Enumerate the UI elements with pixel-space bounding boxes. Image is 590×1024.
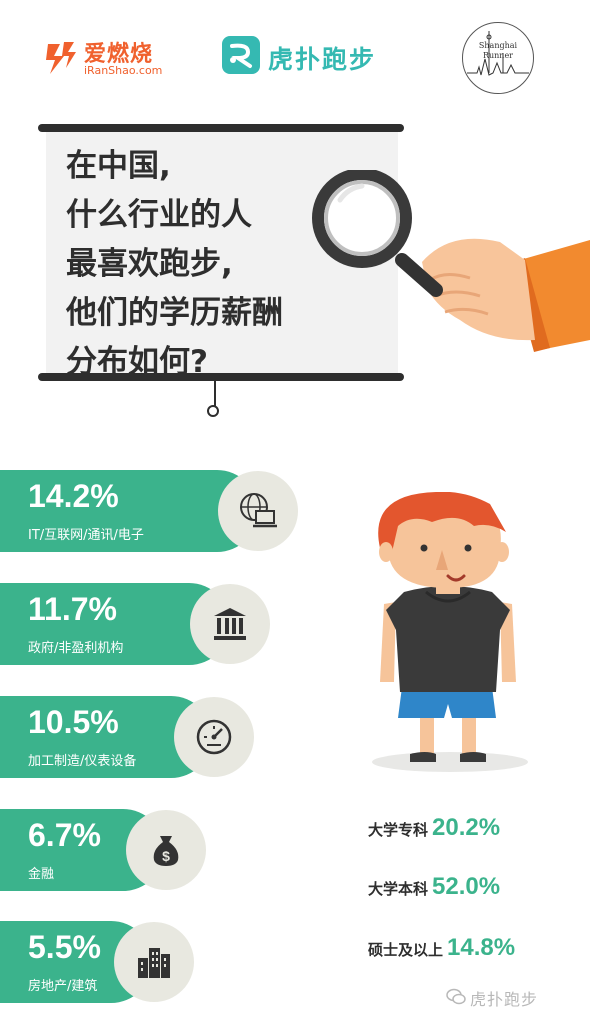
industry-label: 金融 bbox=[28, 867, 55, 882]
education-label: 硕士及以上 bbox=[368, 941, 444, 959]
education-label: 大学本科 bbox=[368, 880, 429, 898]
hupu-running-logo: 虎扑跑步 bbox=[222, 36, 392, 80]
skyline-icon bbox=[467, 31, 529, 76]
education-value: 52.0% bbox=[432, 873, 501, 900]
city-buildings-icon bbox=[138, 948, 170, 978]
board-pull-ring bbox=[207, 405, 219, 417]
industry-icon-circle bbox=[190, 584, 270, 664]
government-building-icon bbox=[214, 608, 246, 640]
industry-percent: 6.7% bbox=[28, 817, 101, 853]
education-value: 20.2% bbox=[432, 814, 501, 841]
board-title-line: 最喜欢跑步, bbox=[66, 246, 233, 282]
industry-icon-circle bbox=[218, 471, 298, 551]
industry-label: 政府/非盈利机构 bbox=[28, 641, 124, 656]
industry-bar bbox=[0, 470, 258, 552]
iranshao-logo: 爱燃烧 iRanShao.com bbox=[44, 36, 174, 80]
board-pull-cord bbox=[214, 381, 216, 407]
hupu-mark-icon bbox=[222, 36, 260, 74]
board-title-line: 他们的学历薪酬 bbox=[66, 295, 283, 331]
education-item: 大学专科 20.2% bbox=[368, 814, 500, 842]
industry-percent: 10.5% bbox=[28, 704, 119, 740]
education-value: 14.8% bbox=[447, 934, 516, 961]
iranshao-mark-icon bbox=[46, 42, 76, 74]
industry-icon-circle: $ bbox=[126, 810, 206, 890]
svg-text:$: $ bbox=[162, 848, 170, 864]
board-title-line: 什么行业的人 bbox=[66, 197, 252, 233]
industry-percent: 5.5% bbox=[28, 929, 101, 965]
watermark-text: 虎扑跑步 bbox=[470, 990, 539, 1009]
industry-icon-circle bbox=[174, 697, 254, 777]
magnifying-glass-hand-illustration bbox=[312, 170, 590, 352]
board-bottom-rail bbox=[38, 373, 404, 381]
industry-label: 加工制造/仪表设备 bbox=[28, 754, 137, 769]
wechat-icon bbox=[446, 988, 466, 1005]
industry-percent: 11.7% bbox=[28, 591, 117, 627]
board-title: 在中国, 什么行业的人 最喜欢跑步, 他们的学历薪酬 分布如何? bbox=[66, 142, 386, 387]
shanghai-runner-line1: Shanghai bbox=[478, 41, 518, 50]
globe-laptop-icon bbox=[240, 493, 277, 528]
industry-label: IT/互联网/通讯/电子 bbox=[28, 528, 144, 543]
shanghai-runner-logo: Shanghai Runner bbox=[462, 22, 534, 94]
shanghai-runner-line2: Runner bbox=[482, 51, 514, 60]
iranshao-url-text: iRanShao.com bbox=[84, 64, 163, 77]
education-item: 硕士及以上 14.8% bbox=[368, 934, 515, 962]
education-item: 大学本科 52.0% bbox=[368, 873, 500, 901]
industry-label: 房地产/建筑 bbox=[28, 979, 98, 994]
money-bag-icon: $ bbox=[153, 836, 179, 866]
runner-character-illustration bbox=[372, 492, 528, 772]
industry-icon-circle bbox=[114, 922, 194, 1002]
gauge-icon bbox=[196, 719, 232, 755]
industry-percent: 14.2% bbox=[28, 478, 119, 514]
iranshao-brand-text: 爱燃烧 bbox=[84, 42, 154, 67]
board-top-rail bbox=[38, 124, 404, 132]
hupu-brand-text: 虎扑跑步 bbox=[268, 45, 377, 74]
board-title-line: 在中国, bbox=[66, 148, 171, 184]
education-label: 大学专科 bbox=[368, 821, 429, 839]
board-title-line: 分布如何? bbox=[66, 344, 208, 380]
